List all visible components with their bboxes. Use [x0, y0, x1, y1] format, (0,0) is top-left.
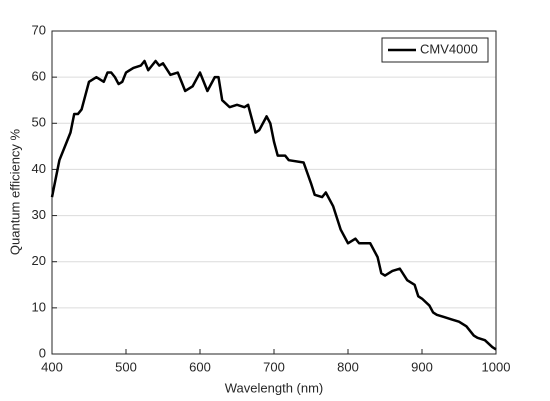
x-axis-label: Wavelength (nm)	[225, 380, 324, 395]
x-tick-label: 500	[115, 359, 137, 374]
y-tick-label: 70	[32, 22, 46, 37]
x-tick-label: 900	[411, 359, 433, 374]
y-axis-label: Quantum efficiency %	[7, 128, 22, 255]
x-tick-label: 600	[189, 359, 211, 374]
y-tick-label: 20	[32, 253, 46, 268]
x-tick-label: 1000	[482, 359, 511, 374]
x-tick-label: 800	[337, 359, 359, 374]
data-line	[50, 59, 497, 351]
y-tick-label: 40	[32, 161, 46, 176]
y-tick-label: 30	[32, 207, 46, 222]
legend-label: CMV4000	[420, 41, 478, 56]
y-tick-label: 50	[32, 115, 46, 130]
x-tick-label: 400	[41, 359, 63, 374]
y-tick-label: 60	[32, 69, 46, 84]
y-tick-label: 10	[32, 299, 46, 314]
y-tick-label: 0	[39, 345, 46, 360]
x-tick-label: 700	[263, 359, 285, 374]
